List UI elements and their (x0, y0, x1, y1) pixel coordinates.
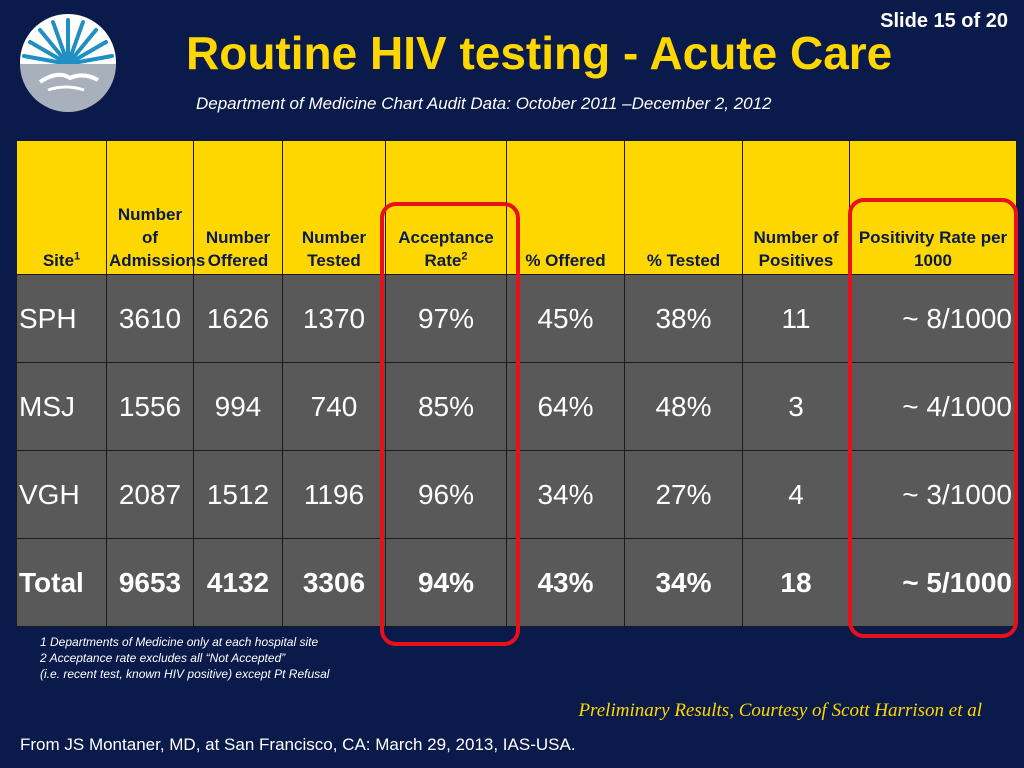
cell-site: Total (16, 538, 107, 627)
cell-offered: 1626 (193, 274, 283, 363)
cell-positives: 18 (742, 538, 850, 627)
header-tested: Number Tested (282, 140, 386, 275)
header-percent-tested: % Tested (624, 140, 743, 275)
slide-title: Routine HIV testing - Acute Care (186, 27, 893, 79)
header-positives: Number of Positives (742, 140, 850, 275)
slide-subtitle: Department of Medicine Chart Audit Data:… (196, 94, 772, 113)
cell-positivity-rate: ~ 4/1000 (849, 362, 1017, 451)
cell-acceptance-rate: 97% (385, 274, 507, 363)
table-row: VGH 2087 1512 1196 96% 34% 27% 4 ~ 3/100… (16, 450, 1017, 539)
cell-acceptance-rate: 85% (385, 362, 507, 451)
cell-site: MSJ (16, 362, 107, 451)
cell-site: SPH (16, 274, 107, 363)
slide-counter: Slide 15 of 20 (880, 10, 1008, 32)
cell-offered: 4132 (193, 538, 283, 627)
cell-positives: 3 (742, 362, 850, 451)
cell-positivity-rate: ~ 8/1000 (849, 274, 1017, 363)
cell-admissions: 1556 (106, 362, 194, 451)
cell-admissions: 3610 (106, 274, 194, 363)
cell-percent-tested: 38% (624, 274, 743, 363)
cell-percent-offered: 34% (506, 450, 625, 539)
header-acceptance-rate: Acceptance Rate2 (385, 140, 507, 275)
table-row: SPH 3610 1626 1370 97% 45% 38% 11 ~ 8/10… (16, 274, 1017, 363)
footnote-1: 1 Departments of Medicine only at each h… (40, 635, 319, 649)
header-offered: Number Offered (193, 140, 283, 275)
cell-acceptance-rate: 96% (385, 450, 507, 539)
cell-admissions: 9653 (106, 538, 194, 627)
header-row: Site1 Number of Admissions Number Offere… (16, 140, 1017, 275)
cell-positivity-rate: ~ 3/1000 (849, 450, 1017, 539)
cell-offered: 1512 (193, 450, 283, 539)
cell-tested: 1370 (282, 274, 386, 363)
header-positivity-rate: Positivity Rate per 1000 (849, 140, 1017, 275)
cell-percent-offered: 45% (506, 274, 625, 363)
cell-offered: 994 (193, 362, 283, 451)
credit-line: Preliminary Results, Courtesy of Scott H… (578, 700, 982, 721)
cell-percent-tested: 48% (624, 362, 743, 451)
header-admissions: Number of Admissions (106, 140, 205, 275)
cell-acceptance-rate: 94% (385, 538, 507, 627)
cell-tested: 1196 (282, 450, 386, 539)
cell-positivity-rate: ~ 5/1000 (849, 538, 1017, 627)
cell-positives: 4 (742, 450, 850, 539)
table-row: MSJ 1556 994 740 85% 64% 48% 3 ~ 4/1000 (16, 362, 1017, 451)
table-row-total: Total 9653 4132 3306 94% 43% 34% 18 ~ 5/… (16, 538, 1017, 627)
footnote-2-detail: (i.e. recent test, known HIV positive) e… (40, 667, 330, 681)
header-percent-offered: % Offered (506, 140, 625, 275)
cell-positives: 11 (742, 274, 850, 363)
footnote-2: 2 Acceptance rate excludes all “Not Acce… (40, 651, 286, 665)
audit-table: Site1 Number of Admissions Number Offere… (16, 140, 1017, 627)
cell-percent-tested: 27% (624, 450, 743, 539)
cell-percent-offered: 43% (506, 538, 625, 627)
cell-tested: 3306 (282, 538, 386, 627)
cell-admissions: 2087 (106, 450, 194, 539)
handshake-logo-icon (20, 14, 116, 112)
footnotes: 1 Departments of Medicine only at each h… (40, 634, 329, 682)
cell-site: VGH (16, 450, 107, 539)
cell-percent-offered: 64% (506, 362, 625, 451)
header-site: Site1 (16, 140, 107, 275)
source-citation: From JS Montaner, MD, at San Francisco, … (20, 735, 576, 754)
cell-percent-tested: 34% (624, 538, 743, 627)
cell-tested: 740 (282, 362, 386, 451)
